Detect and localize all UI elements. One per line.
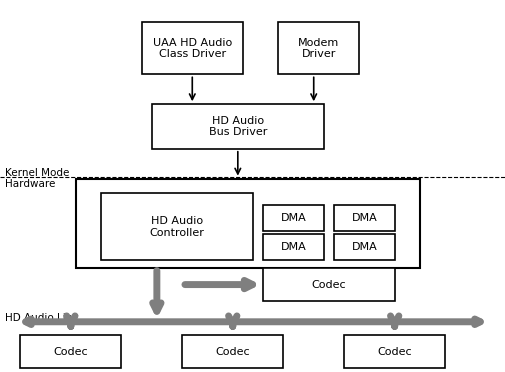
- FancyBboxPatch shape: [278, 22, 359, 74]
- Text: Codec: Codec: [54, 347, 88, 356]
- FancyBboxPatch shape: [141, 22, 242, 74]
- Text: Codec: Codec: [311, 280, 345, 289]
- FancyBboxPatch shape: [333, 234, 394, 260]
- FancyBboxPatch shape: [152, 104, 323, 149]
- Text: HD Audio
Controller: HD Audio Controller: [149, 216, 204, 238]
- FancyBboxPatch shape: [101, 193, 252, 260]
- FancyBboxPatch shape: [76, 179, 419, 268]
- FancyBboxPatch shape: [263, 234, 323, 260]
- Text: HD Audio Link: HD Audio Link: [5, 313, 78, 323]
- FancyBboxPatch shape: [263, 268, 394, 301]
- FancyBboxPatch shape: [263, 205, 323, 231]
- Text: Codec: Codec: [377, 347, 411, 356]
- FancyBboxPatch shape: [182, 335, 283, 368]
- Text: Codec: Codec: [215, 347, 249, 356]
- Text: Hardware: Hardware: [5, 179, 56, 189]
- FancyBboxPatch shape: [20, 335, 121, 368]
- FancyBboxPatch shape: [343, 335, 444, 368]
- Text: DMA: DMA: [280, 213, 306, 222]
- Text: DMA: DMA: [280, 243, 306, 252]
- Text: DMA: DMA: [351, 213, 376, 222]
- Text: Modem
Driver: Modem Driver: [297, 38, 339, 59]
- Text: HD Audio
Bus Driver: HD Audio Bus Driver: [208, 116, 267, 137]
- FancyBboxPatch shape: [333, 205, 394, 231]
- Text: Kernel Mode: Kernel Mode: [5, 168, 69, 178]
- Text: DMA: DMA: [351, 243, 376, 252]
- Text: UAA HD Audio
Class Driver: UAA HD Audio Class Driver: [153, 38, 231, 59]
